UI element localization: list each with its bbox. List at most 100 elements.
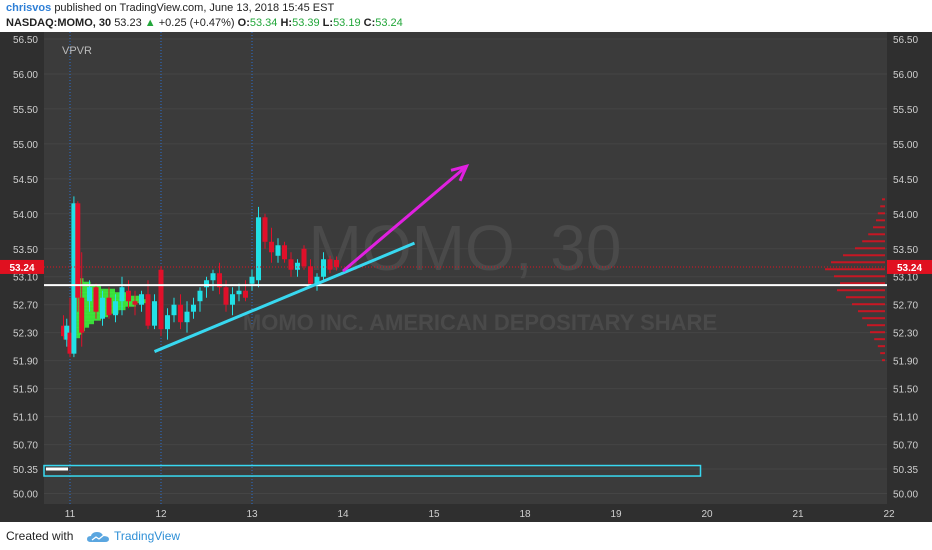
candle-body bbox=[282, 245, 287, 260]
time-scale[interactable] bbox=[0, 504, 932, 522]
close-value: 53.24 bbox=[375, 17, 403, 29]
x-tick-label: 15 bbox=[428, 509, 440, 520]
candle-body bbox=[64, 325, 70, 340]
candle-body bbox=[314, 276, 320, 284]
volume-bar bbox=[834, 275, 885, 278]
candle-body bbox=[269, 241, 274, 253]
candle-body bbox=[178, 304, 183, 323]
candle bbox=[314, 273, 320, 291]
candle-body bbox=[197, 290, 203, 302]
candle-body bbox=[119, 287, 125, 302]
volume-bar bbox=[76, 330, 83, 335]
candle bbox=[334, 256, 339, 271]
y-tick-label: 53.10 bbox=[13, 273, 38, 284]
publish-line: chrisvos published on TradingView.com, J… bbox=[6, 2, 334, 15]
candle bbox=[217, 262, 222, 295]
y-tick-label: 55.00 bbox=[893, 140, 918, 151]
candle bbox=[152, 294, 157, 330]
candle-body bbox=[256, 217, 261, 281]
candle-body bbox=[210, 273, 216, 281]
y-tick-label: 50.00 bbox=[893, 490, 918, 501]
volume-bar bbox=[855, 247, 885, 250]
volume-bar bbox=[870, 331, 885, 334]
volume-bar bbox=[882, 198, 885, 201]
candle bbox=[301, 245, 307, 270]
chart-area[interactable] bbox=[44, 32, 887, 504]
y-tick-label: 50.70 bbox=[893, 441, 918, 452]
volume-bar bbox=[76, 316, 101, 321]
created-with-text: Created with bbox=[6, 529, 74, 543]
candle bbox=[93, 283, 99, 319]
volume-bar bbox=[877, 212, 885, 215]
tradingview-brand: TradingView bbox=[114, 529, 181, 543]
chart-header: chrisvos published on TradingView.com, J… bbox=[0, 0, 932, 32]
cloud-icon bbox=[87, 531, 109, 542]
x-tick-label: 22 bbox=[883, 509, 895, 520]
rectangle-drawing bbox=[43, 464, 702, 477]
candle bbox=[75, 201, 81, 312]
arrow-head bbox=[450, 164, 470, 182]
y-tick-label: 54.50 bbox=[13, 175, 38, 186]
candle bbox=[321, 252, 326, 281]
y-tick-label: 52.70 bbox=[13, 301, 38, 312]
volume-bar bbox=[76, 334, 80, 339]
x-tick-label: 13 bbox=[246, 509, 258, 520]
candle bbox=[282, 241, 287, 263]
y-tick-label: 53.50 bbox=[893, 245, 918, 256]
volume-bar bbox=[880, 205, 885, 208]
description-watermark: MOMO INC. AMERICAN DEPOSITARY SHARE bbox=[243, 310, 717, 335]
vpvr-label[interactable]: VPVR bbox=[62, 45, 92, 57]
volume-bar bbox=[76, 320, 94, 325]
candle bbox=[295, 259, 300, 277]
y-tick-label: 50.35 bbox=[13, 465, 38, 476]
candle bbox=[100, 290, 105, 326]
price-change: +0.25 (+0.47%) bbox=[158, 17, 235, 29]
y-tick-label: 56.00 bbox=[13, 70, 38, 81]
candle-body bbox=[184, 311, 190, 323]
close-label: C: bbox=[363, 17, 376, 29]
candle bbox=[210, 269, 216, 291]
open-label: O: bbox=[237, 17, 250, 29]
symbol-name[interactable]: NASDAQ:MOMO, 30 bbox=[6, 17, 112, 29]
x-tick-label: 21 bbox=[792, 509, 804, 520]
candle bbox=[327, 255, 333, 274]
open-value: 53.34 bbox=[249, 17, 278, 29]
x-tick-label: 18 bbox=[519, 509, 531, 520]
candle bbox=[308, 259, 313, 288]
candle-body bbox=[217, 273, 222, 288]
y-tick-label: 52.70 bbox=[893, 301, 918, 312]
candle bbox=[171, 297, 177, 323]
candle-body bbox=[308, 266, 313, 284]
price-tag-label: 53.24 bbox=[9, 263, 34, 274]
candle-body bbox=[126, 290, 131, 302]
volume-bar bbox=[846, 296, 885, 299]
tradingview-link[interactable]: TradingView bbox=[86, 529, 180, 543]
volume-bar bbox=[76, 313, 108, 318]
y-tick-label: 55.50 bbox=[893, 105, 918, 116]
x-tick-label: 14 bbox=[337, 509, 349, 520]
candle bbox=[119, 276, 125, 316]
candle-body bbox=[93, 287, 99, 312]
x-tick-label: 12 bbox=[155, 509, 167, 520]
author-name[interactable]: chrisvos bbox=[6, 2, 52, 14]
candle-body bbox=[79, 297, 85, 333]
candle-body bbox=[152, 301, 157, 326]
candle bbox=[269, 227, 274, 263]
candle bbox=[64, 318, 70, 347]
candle-body bbox=[275, 245, 281, 256]
candle-body bbox=[327, 259, 333, 270]
candle-body bbox=[100, 297, 105, 319]
candle-body bbox=[230, 294, 235, 305]
y-tick-label: 51.90 bbox=[893, 357, 918, 368]
candle bbox=[67, 297, 73, 358]
candle bbox=[230, 287, 235, 316]
footer: Created with TradingView bbox=[0, 522, 932, 550]
volume-profile-right bbox=[825, 198, 885, 362]
candlestick-series bbox=[61, 196, 339, 358]
volume-bar bbox=[858, 310, 885, 313]
x-tick-label: 20 bbox=[701, 509, 713, 520]
volume-bar bbox=[825, 268, 885, 271]
candle-body bbox=[171, 304, 177, 316]
candle bbox=[106, 287, 112, 319]
